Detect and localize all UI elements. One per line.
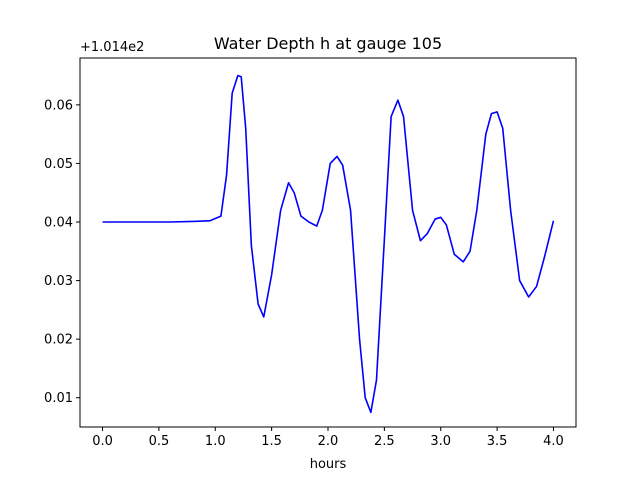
plot-background [80,58,576,427]
x-axis-label: hours [310,457,347,472]
x-tick-label: 2.0 [318,434,339,449]
x-tick-label: 1.5 [261,434,282,449]
series-line-0 [102,74,555,414]
y-axis: 0.01 0.02 0.03 0.04 0.05 0.06 [44,98,80,406]
x-tick-label: 3.0 [430,434,451,449]
x-tick-label: 3.5 [487,434,508,449]
plot-area [79,57,577,428]
x-axis: 0.0 0.5 1.0 1.5 2.0 2.5 3.0 3.5 4.0 [92,427,564,449]
y-offset-label: +1.014e2 [80,40,144,55]
x-tick-label: 1.0 [205,434,226,449]
y-tick-label: 0.03 [44,274,73,289]
y-tick-label: 0.04 [44,216,73,231]
chart-title: Water Depth h at gauge 105 [214,34,442,53]
y-tick-label: 0.06 [44,98,73,113]
y-tick-label: 0.02 [44,333,73,348]
x-tick-label: 0.0 [92,434,113,449]
x-tick-label: 2.5 [374,434,395,449]
x-tick-label: 0.5 [149,434,170,449]
x-tick-label: 4.0 [543,434,564,449]
y-tick-label: 0.01 [44,391,73,406]
y-tick-label: 0.05 [44,157,73,172]
